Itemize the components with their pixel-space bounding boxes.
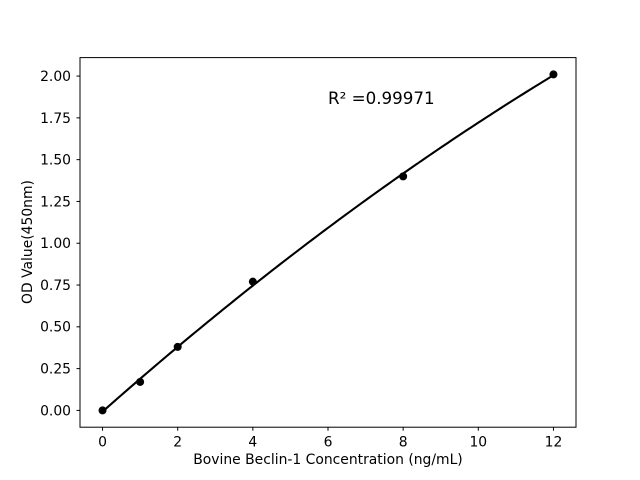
x-tick-label: 8 — [399, 435, 408, 451]
fit-curve-line — [101, 74, 555, 413]
data-point-marker — [98, 406, 107, 415]
plot-frame — [79, 57, 577, 428]
y-axis-label: OD Value(450nm) — [20, 180, 36, 304]
data-point-marker — [549, 70, 558, 79]
x-tick-label: 0 — [98, 435, 107, 451]
y-tick-label: 0.75 — [40, 278, 71, 294]
y-tick-label: 0.25 — [40, 362, 71, 378]
data-point-marker — [173, 342, 182, 351]
x-tick-label: 10 — [469, 435, 487, 451]
y-tick-label: 2.00 — [40, 69, 71, 85]
x-tick-label: 6 — [324, 435, 333, 451]
x-tick-label: 12 — [545, 435, 563, 451]
data-point-marker — [399, 172, 408, 181]
y-tick-label: 1.75 — [40, 111, 71, 127]
x-tick-label: 2 — [173, 435, 182, 451]
data-point-marker — [136, 377, 145, 386]
x-tick-label: 4 — [248, 435, 257, 451]
y-tick-label: 1.00 — [40, 236, 71, 252]
y-tick-label: 1.50 — [40, 153, 71, 169]
y-tick-label: 0.50 — [40, 320, 71, 336]
y-tick-label: 0.00 — [40, 403, 71, 419]
r-squared-annotation: R² =0.99971 — [328, 88, 435, 108]
y-tick-label: 1.25 — [40, 194, 71, 210]
data-point-marker — [248, 277, 257, 286]
x-axis-label: Bovine Beclin-1 Concentration (ng/mL) — [193, 452, 463, 468]
